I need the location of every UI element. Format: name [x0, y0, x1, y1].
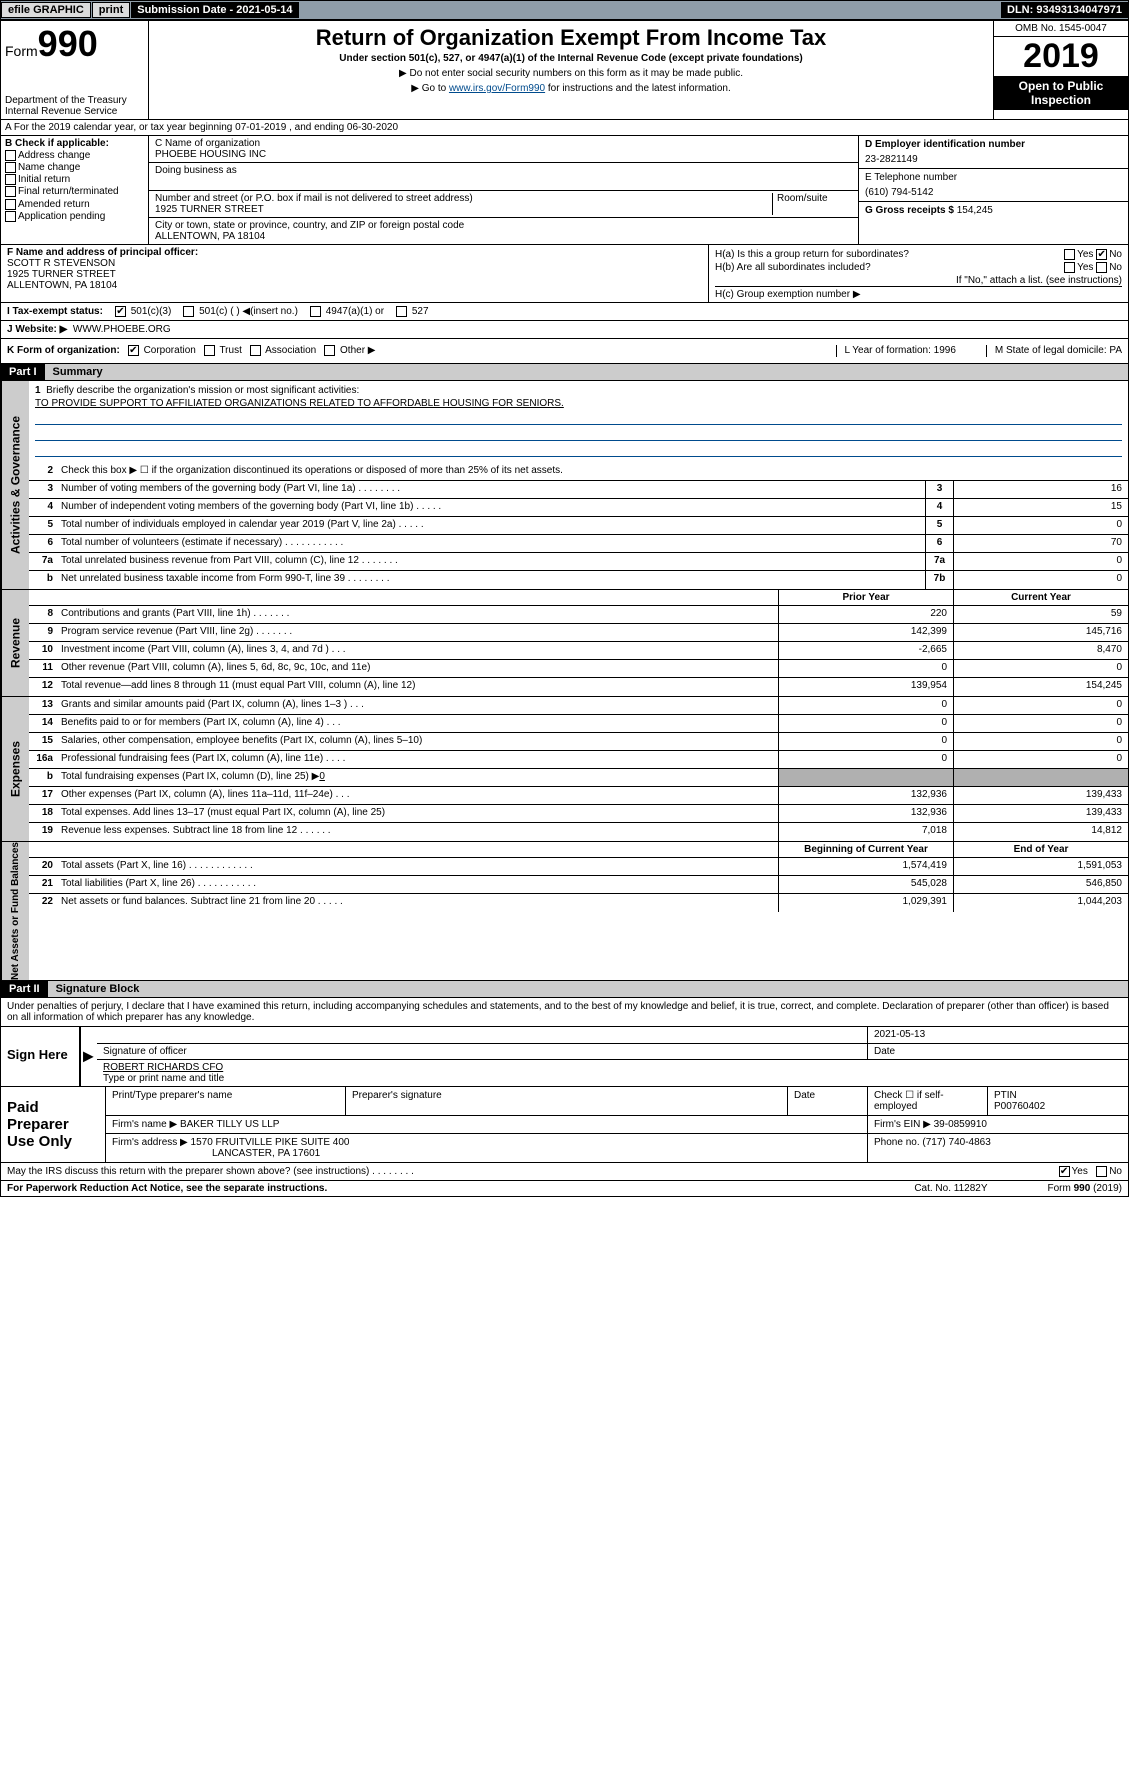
page-title: Return of Organization Exempt From Incom…	[153, 25, 989, 51]
addr-label: Number and street (or P.O. box if mail i…	[155, 193, 772, 204]
row-k-org-form: K Form of organization: Corporation Trus…	[0, 339, 1129, 363]
instructions-link[interactable]: www.irs.gov/Form990	[449, 83, 545, 94]
chk-application-pending[interactable]: Application pending	[5, 211, 144, 222]
section-bcde: B Check if applicable: Address change Na…	[0, 136, 1129, 245]
val-3: 16	[953, 481, 1128, 498]
city-value: ALLENTOWN, PA 18104	[155, 231, 852, 242]
val-7b: 0	[953, 571, 1128, 589]
hint-2: ▶ Go to www.irs.gov/Form990 for instruct…	[153, 83, 989, 94]
val-4: 15	[953, 499, 1128, 516]
hb-label: H(b) Are all subordinates included?	[715, 262, 871, 273]
org-name: PHOEBE HOUSING INC	[155, 149, 852, 160]
website-value: WWW.PHOEBE.ORG	[73, 324, 171, 335]
row-a-period: A For the 2019 calendar year, or tax yea…	[0, 120, 1129, 136]
governance-tab: Activities & Governance	[1, 381, 29, 589]
officer-signed-name: ROBERT RICHARDS CFO	[103, 1062, 1122, 1073]
firm-ein: 39-0859910	[934, 1119, 987, 1130]
revenue-section: Revenue Prior YearCurrent Year 8Contribu…	[0, 590, 1129, 697]
paid-preparer-block: Paid Preparer Use Only Print/Type prepar…	[0, 1087, 1129, 1163]
row-i-tax-status: I Tax-exempt status: 501(c)(3) 501(c) ( …	[0, 303, 1129, 321]
omb-number: OMB No. 1545-0047	[994, 21, 1128, 37]
dba-label: Doing business as	[149, 163, 858, 191]
ha-label: H(a) Is this a group return for subordin…	[715, 249, 909, 260]
box-g-label: G Gross receipts $	[865, 205, 954, 216]
officer-addr1: 1925 TURNER STREET	[7, 269, 702, 280]
firm-name: BAKER TILLY US LLP	[180, 1119, 280, 1130]
part-1-header: Part I Summary	[0, 364, 1129, 381]
open-public-badge: Open to Public Inspection	[994, 76, 1128, 110]
chk-final-return[interactable]: Final return/terminated	[5, 186, 144, 197]
footer: For Paperwork Reduction Act Notice, see …	[0, 1181, 1129, 1197]
netassets-section: Net Assets or Fund Balances Beginning of…	[0, 842, 1129, 981]
submission-date-label: Submission Date - 2021-05-14	[131, 2, 298, 18]
box-b: B Check if applicable: Address change Na…	[1, 136, 149, 244]
sign-date: 2021-05-13	[874, 1029, 1122, 1040]
perjury-text: Under penalties of perjury, I declare th…	[0, 998, 1129, 1027]
hint-1: ▶ Do not enter social security numbers o…	[153, 68, 989, 79]
phone-value: (610) 794-5142	[865, 187, 1122, 198]
chk-address-change[interactable]: Address change	[5, 150, 144, 161]
efile-button[interactable]: efile GRAPHIC	[1, 2, 91, 18]
val-5: 0	[953, 517, 1128, 534]
chk-name-change[interactable]: Name change	[5, 162, 144, 173]
revenue-tab: Revenue	[1, 590, 29, 696]
form-header: Form990 Department of the Treasury Inter…	[0, 20, 1129, 120]
chk-initial-return[interactable]: Initial return	[5, 174, 144, 185]
part-2-header: Part II Signature Block	[0, 981, 1129, 998]
expenses-tab: Expenses	[1, 697, 29, 841]
val-6: 70	[953, 535, 1128, 552]
form-number: Form990	[5, 23, 144, 65]
dln-label: DLN: 93493134047971	[1001, 2, 1128, 18]
governance-section: Activities & Governance 1 Briefly descri…	[0, 381, 1129, 590]
hb-hint: If "No," attach a list. (see instruction…	[715, 275, 1122, 286]
arrow-icon	[81, 1027, 97, 1086]
val-7a: 0	[953, 553, 1128, 570]
gross-receipts: 154,245	[957, 205, 993, 216]
netassets-tab: Net Assets or Fund Balances	[1, 842, 29, 980]
section-fh: F Name and address of principal officer:…	[0, 245, 1129, 303]
page-subtitle: Under section 501(c), 527, or 4947(a)(1)…	[153, 53, 989, 64]
officer-name: SCOTT R STEVENSON	[7, 258, 702, 269]
form-ref: Form 990 (2019)	[1048, 1183, 1122, 1194]
hc-label: H(c) Group exemption number ▶	[715, 286, 1122, 300]
firm-addr2: LANCASTER, PA 17601	[112, 1148, 861, 1159]
tax-year: 2019	[994, 37, 1128, 76]
dept-label: Department of the Treasury Internal Reve…	[5, 95, 144, 117]
row-j-website: J Website: ▶ WWW.PHOEBE.ORG	[0, 321, 1129, 339]
discuss-row: May the IRS discuss this return with the…	[0, 1163, 1129, 1181]
chk-amended[interactable]: Amended return	[5, 199, 144, 210]
print-button[interactable]: print	[92, 2, 130, 18]
cat-no: Cat. No. 11282Y	[914, 1183, 987, 1194]
box-e-label: E Telephone number	[865, 172, 1122, 183]
room-label: Room/suite	[772, 193, 852, 215]
city-label: City or town, state or province, country…	[155, 220, 852, 231]
state-domicile: M State of legal domicile: PA	[986, 345, 1122, 356]
ptin-value: P00760402	[994, 1101, 1122, 1112]
ein-value: 23-2821149	[865, 154, 1122, 165]
firm-phone: (717) 740-4863	[922, 1137, 990, 1148]
addr-value: 1925 TURNER STREET	[155, 204, 772, 215]
officer-addr2: ALLENTOWN, PA 18104	[7, 280, 702, 291]
firm-addr1: 1570 FRUITVILLE PIKE SUITE 400	[191, 1137, 350, 1148]
expenses-section: Expenses 13Grants and similar amounts pa…	[0, 697, 1129, 842]
box-d-label: D Employer identification number	[865, 139, 1122, 150]
sign-block: Sign Here 2021-05-13 Signature of office…	[0, 1027, 1129, 1087]
mission-text: TO PROVIDE SUPPORT TO AFFILIATED ORGANIZ…	[35, 398, 1122, 409]
topbar: efile GRAPHIC print Submission Date - 20…	[0, 0, 1129, 20]
box-c-label: C Name of organization	[155, 138, 852, 149]
box-f-label: F Name and address of principal officer:	[7, 247, 702, 258]
year-formation: L Year of formation: 1996	[836, 345, 956, 356]
